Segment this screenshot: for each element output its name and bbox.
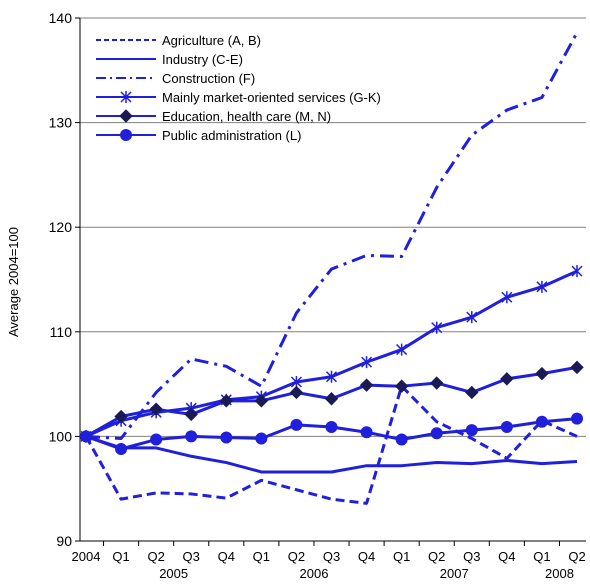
legend-label: Public administration (L)	[162, 128, 301, 143]
data-point	[359, 378, 374, 392]
series-lines	[79, 31, 584, 505]
data-point	[501, 291, 513, 304]
data-point	[466, 311, 478, 324]
x-tick-label: Q1	[253, 549, 270, 564]
legend-item: Construction (F)	[96, 71, 255, 86]
x-tick-label: Q1	[112, 549, 129, 564]
data-point	[394, 379, 409, 393]
y-tick-label: 120	[49, 219, 73, 235]
legend-label: Construction (F)	[162, 71, 255, 86]
data-point	[500, 420, 513, 433]
data-point	[150, 433, 163, 446]
x-tick-label: Q3	[183, 549, 200, 564]
x-tick-label: Q4	[218, 549, 235, 564]
data-point	[535, 415, 548, 428]
data-point	[289, 385, 304, 400]
data-point	[431, 321, 443, 334]
y-tick-label: 130	[49, 115, 73, 131]
x-tick-label: 2004	[72, 549, 101, 564]
data-point	[120, 91, 132, 103]
data-point	[185, 430, 198, 443]
data-point	[430, 427, 443, 440]
x-tick-label: Q1	[533, 549, 550, 564]
data-point	[120, 129, 132, 141]
data-point	[290, 418, 303, 431]
data-point	[119, 109, 133, 123]
data-point	[115, 442, 128, 455]
data-point	[220, 431, 233, 444]
x-tick-labels: 2004 Q1 Q2 Q3 Q4 Q1 Q2 Q3 Q4 Q1 Q2 Q3 Q4 Q1 Q2 2005 2006…	[72, 541, 586, 581]
legend-item: Industry (C-E)	[96, 52, 243, 67]
x-tick-label: Q3	[463, 549, 480, 564]
x-year-label: 2008	[545, 566, 574, 581]
data-point	[324, 392, 339, 406]
data-point	[430, 376, 444, 390]
x-tick-label: Q2	[568, 549, 585, 564]
y-tick-label: 110	[50, 324, 73, 340]
grid-lines	[75, 17, 586, 542]
x-year-label: 2006	[300, 566, 329, 581]
data-point	[465, 424, 478, 437]
x-tick-label: Q3	[323, 549, 340, 564]
data-point	[570, 360, 584, 375]
series-1	[84, 384, 578, 505]
series-3	[85, 31, 579, 440]
legend-item: Public administration (L)	[96, 128, 301, 143]
series-6	[80, 412, 583, 455]
legend: Agriculture (A, B) Industry (C-E) Construc…	[96, 33, 381, 143]
legend-item: Mainly market-oriented services (G-K)	[96, 90, 381, 105]
data-point	[536, 280, 548, 293]
x-year-label: 2005	[159, 566, 188, 581]
legend-label: Education, health care (M, N)	[162, 109, 331, 124]
series-2	[85, 434, 578, 474]
data-point	[571, 412, 583, 425]
data-point	[535, 366, 549, 381]
data-point	[360, 426, 373, 439]
data-point	[396, 343, 408, 356]
data-point	[149, 402, 163, 416]
data-point	[114, 409, 128, 424]
y-axis-label: Average 2004=100	[6, 227, 21, 337]
x-tick-label: Q2	[288, 549, 305, 564]
x-tick-label: Q2	[428, 549, 445, 564]
y-tick-labels: 90 100 110 120 130 140	[49, 10, 73, 549]
data-point	[571, 265, 583, 278]
data-point	[255, 432, 268, 445]
legend-label: Mainly market-oriented services (G-K)	[162, 90, 381, 105]
data-point	[325, 420, 338, 433]
data-point	[219, 394, 233, 408]
data-point	[361, 356, 373, 369]
y-tick-label: 140	[49, 10, 73, 26]
x-tick-label: Q4	[498, 549, 515, 564]
legend-item: Agriculture (A, B)	[96, 33, 261, 48]
y-tick-label: 90	[56, 533, 72, 549]
legend-item: Education, health care (M, N)	[96, 109, 331, 124]
data-point	[465, 385, 479, 400]
data-point	[254, 394, 269, 408]
x-tick-label: Q4	[358, 549, 375, 564]
data-point	[80, 430, 92, 443]
x-tick-label: Q2	[147, 549, 164, 564]
y-tick-label: 100	[49, 428, 73, 444]
data-point	[395, 433, 408, 446]
data-point	[184, 407, 198, 422]
legend-label: Agriculture (A, B)	[162, 33, 261, 48]
series-line	[85, 434, 578, 474]
x-year-label: 2007	[440, 566, 469, 581]
series-line	[84, 384, 578, 505]
series-line	[85, 31, 579, 440]
axes	[79, 18, 586, 542]
x-tick-label: Q1	[393, 549, 410, 564]
legend-label: Industry (C-E)	[162, 52, 243, 67]
data-point	[500, 372, 514, 386]
data-point	[325, 370, 338, 383]
